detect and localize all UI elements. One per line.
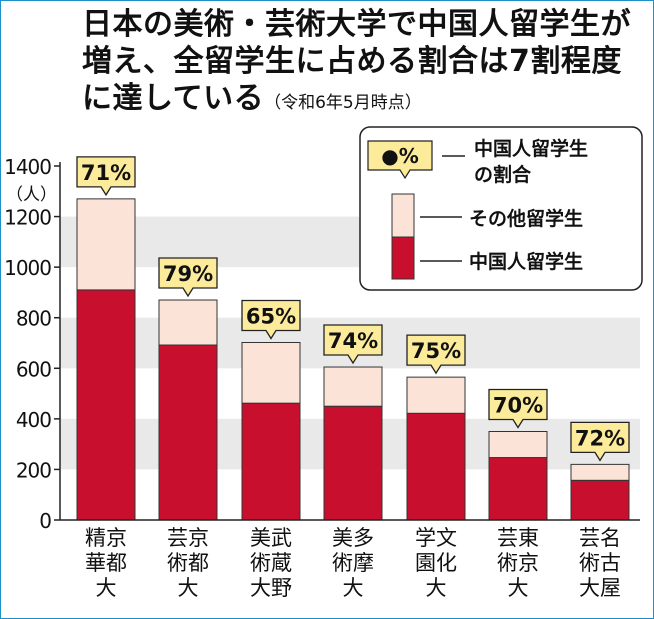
chart-title: 日本の美術・芸術大学で中国人留学生が 増え、全留学生に占める割合は7割程度 に達…: [82, 6, 642, 122]
y-tick-label: 600: [16, 357, 51, 381]
x-tick-label-line: 大屋: [579, 576, 621, 600]
bar-other-students: [406, 376, 466, 414]
x-tick-label-line: 華都: [85, 551, 127, 575]
ratio-callout: 72%: [570, 421, 630, 462]
title-note: （令和6年5月時点）: [264, 93, 422, 113]
bar-china-students: [323, 405, 383, 521]
x-tick-label-line: 術都: [167, 551, 209, 575]
ratio-callout: 65%: [241, 299, 301, 340]
legend-label-other: その他留学生: [469, 207, 583, 230]
legend-ratio-callout: [367, 140, 433, 180]
x-tick-label: 芸京術都大: [167, 526, 209, 600]
ratio-label: 79%: [163, 262, 213, 286]
y-tick-label: 200: [16, 458, 51, 482]
ratio-label: 70%: [493, 394, 543, 418]
y-unit-label: （人）: [6, 185, 57, 205]
ratio-label: 72%: [575, 426, 625, 450]
x-tick-label: 精京華都大: [85, 526, 127, 600]
x-tick-label-line: 美武: [250, 526, 292, 550]
ratio-callout-box: [323, 324, 383, 365]
ratio-callout: 71%: [76, 156, 136, 197]
x-tick-label-line: 大: [426, 576, 447, 600]
bar-other-students: [488, 431, 548, 459]
x-tick-label: 芸東術京大: [497, 526, 539, 600]
legend-ratio-symbol: ●%: [381, 144, 419, 168]
ratio-callout: 75%: [406, 334, 466, 375]
x-tick-label-line: 術京: [497, 551, 539, 575]
ratio-callout-box: [406, 334, 466, 375]
x-tick-label-line: 大: [96, 576, 117, 600]
ratio-callout-box: [158, 257, 218, 298]
title-line-1: 日本の美術・芸術大学で中国人留学生が: [82, 7, 631, 42]
x-tick-label-line: 術摩: [332, 551, 374, 575]
legend-swatch-other: [391, 193, 415, 238]
x-tick-label-line: 大: [178, 576, 199, 600]
bar-other-students: [241, 341, 301, 404]
ratio-callout-box: [76, 156, 136, 197]
legend-swatch-china: [391, 236, 415, 280]
legend-ratio-label-2: の割合: [474, 163, 532, 186]
ratio-callout: 70%: [488, 388, 548, 429]
x-tick-label-line: 術蔵: [250, 551, 292, 575]
ratio-callout-box: [241, 299, 301, 340]
x-tick-label: 学文園化大: [415, 526, 457, 600]
title-line-3: に達している: [82, 81, 265, 116]
title-line-2: 増え、全留学生に占める割合は7割程度: [82, 44, 622, 79]
x-tick-label: 美多術摩大: [332, 526, 374, 600]
bar-other-students: [570, 463, 630, 481]
ratio-label: 71%: [81, 161, 131, 185]
bar-china-students: [241, 402, 301, 521]
bar-other-students: [158, 299, 218, 346]
x-tick-label-line: 大: [508, 576, 529, 600]
x-tick-label-line: 美多: [332, 526, 374, 550]
x-tick-label-line: 園化: [415, 551, 457, 575]
y-tick-label: 1000: [4, 256, 51, 280]
ratio-label: 65%: [246, 304, 296, 328]
x-tick-label: 美武術蔵大野: [250, 526, 292, 600]
legend-ratio-label-1: 中国人留学生: [474, 137, 588, 160]
x-tick-label-line: 学文: [415, 526, 457, 550]
x-tick-label-line: 術古: [579, 551, 621, 575]
x-tick-label-line: 芸名: [579, 526, 621, 550]
x-tick-label-line: 芸京: [167, 526, 209, 550]
x-tick-label-line: 大: [343, 576, 364, 600]
ratio-callout-box: [488, 388, 548, 429]
bar-other-students: [323, 366, 383, 407]
y-tick-label: 1200: [4, 206, 51, 230]
bar-china-students: [158, 344, 218, 521]
ratio-callout-box: [570, 421, 630, 462]
bar-china-students: [570, 479, 630, 521]
bar-china-students: [406, 412, 466, 521]
ratio-label: 74%: [328, 329, 378, 353]
x-tick-label-line: 大野: [250, 576, 292, 600]
y-tick-label: 800: [16, 307, 51, 331]
ratio-callout: 74%: [323, 324, 383, 365]
bar-china-students: [488, 457, 548, 521]
bar-other-students: [76, 198, 136, 291]
legend-label-china: 中国人留学生: [469, 250, 583, 273]
y-tick-label: 0: [39, 509, 51, 533]
ratio-callout: 79%: [158, 257, 218, 298]
y-tick-label: 400: [16, 408, 51, 432]
y-tick-label: 1400: [4, 155, 51, 179]
x-tick-label-line: 芸東: [497, 526, 539, 550]
ratio-label: 75%: [411, 339, 461, 363]
x-tick-label-line: 精京: [85, 526, 127, 550]
bar-china-students: [76, 289, 136, 521]
x-tick-label: 芸名術古大屋: [579, 526, 621, 600]
